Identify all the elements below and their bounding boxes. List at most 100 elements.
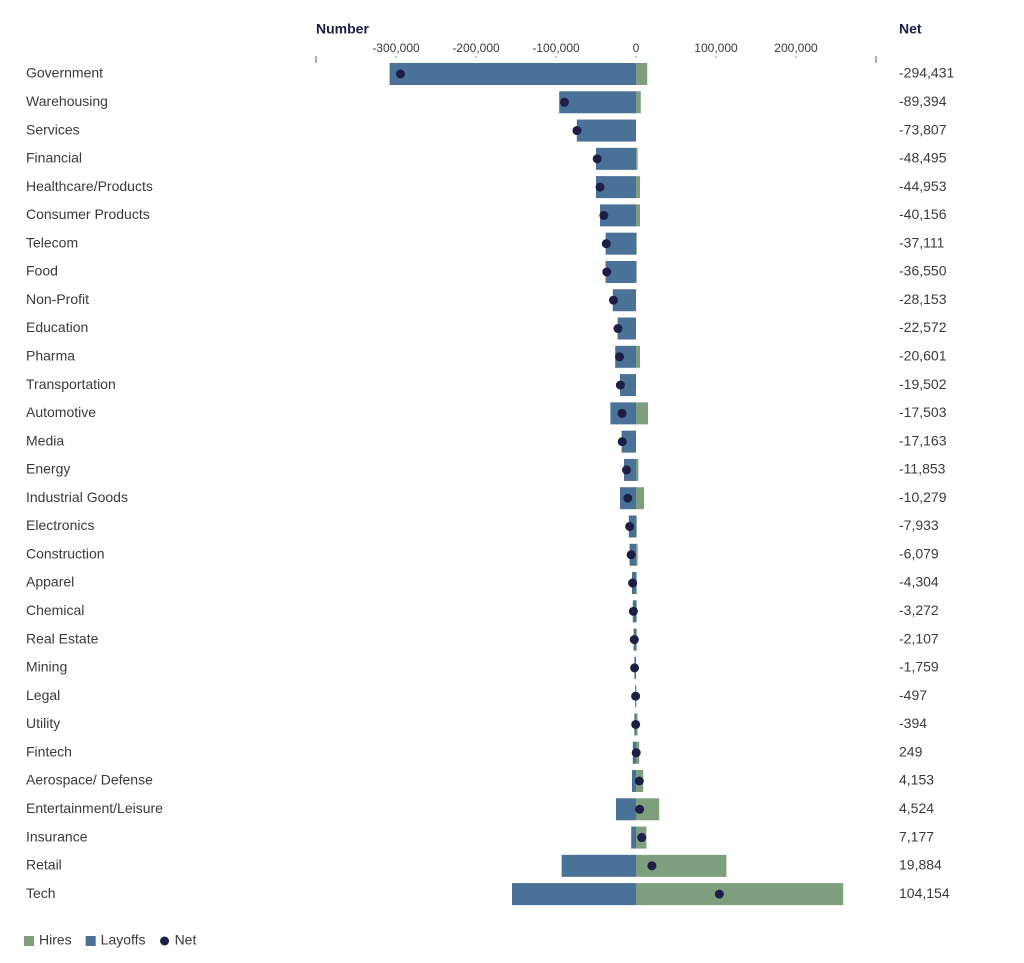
bar [631,826,636,849]
net-dot [714,889,724,899]
net-dot [622,465,632,475]
x-tick-label: -100,000 [532,41,580,55]
net-dot [628,606,638,616]
net-column-title: Net [899,21,922,37]
net-value-label: -1,759 [899,659,939,675]
category-label: Electronics [26,517,94,533]
net-dot [625,521,635,531]
net-dot [608,295,618,305]
category-label: Tech [26,885,56,901]
net-value-label: -7,933 [899,517,939,533]
net-dot [631,691,641,701]
bar [632,770,636,792]
net-dot [623,493,633,503]
net-dot [615,352,625,362]
net-dot [572,126,582,136]
x-tick-label: -300,000 [372,41,420,55]
category-label: Food [26,263,58,279]
bar [559,91,636,114]
category-label: Pharma [26,348,75,364]
category-label: Legal [26,687,60,703]
bar [636,458,639,481]
category-label: Mining [26,659,67,675]
bar [636,543,638,566]
bar [617,317,636,340]
bar [605,260,636,283]
net-value-label: 4,524 [899,800,934,816]
net-value-label: 104,154 [899,885,950,901]
category-label: Automotive [26,404,96,420]
category-label: Telecom [26,234,78,250]
legend-label: Hires [39,932,72,948]
category-label: Apparel [26,574,74,590]
net-dot [631,719,641,729]
net-dot [617,408,627,418]
category-label: Energy [26,461,70,477]
bar [636,515,637,538]
net-value-label: -28,153 [899,291,947,307]
bar [389,63,636,85]
net-dot [629,635,639,645]
bar [636,883,844,906]
legend-label: Net [175,932,197,948]
net-dot [613,324,623,334]
category-label: Financial [26,150,82,166]
net-value-label: -4,304 [899,574,939,590]
legend-marker [85,936,96,946]
net-value-label: -6,079 [899,545,939,561]
net-dot [634,776,644,786]
net-value-label: -10,279 [899,489,947,505]
x-tick-label: 100,000 [694,41,738,55]
category-label: Non-Profit [26,291,89,307]
bar [636,487,644,510]
net-dot [628,578,638,588]
net-value-label: -36,550 [899,263,947,279]
bar [636,798,660,821]
net-value-label: -48,495 [899,150,947,166]
bar [600,204,636,227]
net-value-label: -19,502 [899,376,947,392]
net-dot [647,861,657,871]
category-label: Retail [26,857,62,873]
category-label: Transportation [26,376,116,392]
net-value-label: -20,601 [899,348,947,364]
bar [636,147,638,170]
net-dot [637,833,647,843]
bar [576,119,636,142]
net-value-label: -3,272 [899,602,939,618]
legend-marker [160,936,170,946]
category-label: Construction [26,545,105,561]
net-dot [602,267,612,277]
net-value-label: 7,177 [899,828,934,844]
net-dot [615,380,625,390]
bar [616,798,636,821]
category-label: Aerospace/ Defense [26,772,153,788]
bar [636,91,641,114]
net-value-label: -11,853 [899,461,946,477]
net-value-label: -40,156 [899,206,947,222]
x-tick-label: 0 [633,41,640,55]
net-value-label: -394 [899,715,927,731]
category-label: Media [26,432,64,448]
net-value-label: -2,107 [899,630,939,646]
bar [636,260,637,283]
net-dot [635,804,645,814]
category-label: Utility [26,715,60,731]
category-label: Insurance [26,828,88,844]
x-axis-title: Number [316,21,369,37]
net-value-label: -89,394 [899,93,947,109]
bar [636,63,648,85]
net-dot [592,154,602,164]
bar [636,176,640,199]
legend-marker [24,936,34,946]
net-value-label: 249 [899,743,923,759]
net-value-label: -73,807 [899,121,947,137]
category-label: Warehousing [26,93,108,109]
net-dot [626,550,636,560]
net-dot [595,182,605,192]
category-label: Entertainment/Leisure [26,800,163,816]
category-label: Consumer Products [26,206,150,222]
category-label: Healthcare/Products [26,178,153,194]
bar [561,854,636,877]
